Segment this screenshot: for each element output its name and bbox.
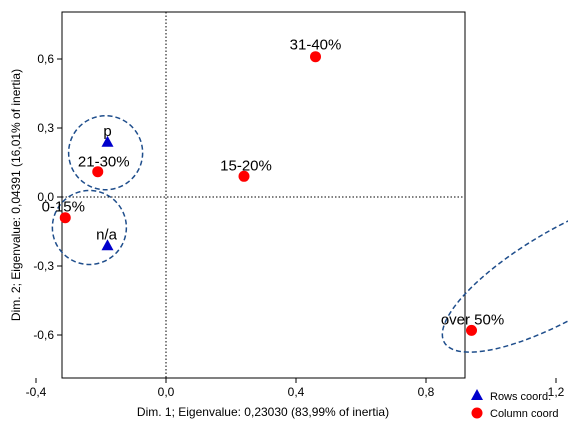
reference-lines [62, 12, 465, 378]
y-tick-label: -0,3 [33, 259, 54, 273]
column-point-0-15pct [59, 212, 71, 224]
y-axis-ticks: 0,6 0,3 0,0 -0,3 -0,6 [33, 52, 62, 342]
legend: Rows coord. Column coord [471, 389, 558, 420]
x-tick-label: 0,8 [418, 385, 435, 399]
grouping-ellipse-1 [67, 115, 144, 191]
point-label-21-30pct: 21-30% [78, 154, 130, 171]
y-tick-label: 0,3 [37, 121, 54, 135]
x-tick-label: 0,4 [288, 385, 305, 399]
grouping-ellipses [51, 115, 568, 353]
x-tick-label: 0,0 [158, 385, 175, 399]
column-point-21-30pct [92, 166, 104, 178]
y-tick-label: 0,6 [37, 52, 54, 66]
y-tick-label: -0,6 [33, 328, 54, 342]
point-label-31-40pct: 31-40% [290, 37, 342, 54]
point-labels: pp-un/a31-40%21-30%15-20%0-15%41-50%over… [42, 37, 505, 329]
legend-label-columns: Column coord [490, 408, 558, 420]
legend-label-rows: Rows coord. [490, 391, 551, 403]
x-axis-ticks: -0,40,00,40,81,21,6 [26, 378, 565, 399]
x-tick-label: 1,2 [548, 385, 565, 399]
plot-frame [61, 11, 466, 379]
row-point-n-a [101, 239, 114, 251]
column-point-15-20pct [238, 170, 250, 182]
point-label-15-20pct: 15-20% [220, 157, 272, 174]
point-label-over-50pct: over 50% [441, 311, 504, 328]
y-tick-label: 0,0 [37, 190, 54, 204]
column-point-over-50pct [466, 324, 477, 336]
y-axis-title: Dim. 2; Eigenvalue: 0,04391 (16,01% of i… [9, 69, 23, 321]
grouping-ellipse-2 [51, 189, 128, 266]
row-point-p [101, 135, 114, 147]
point-label-0-15pct: 0-15% [42, 199, 85, 216]
legend-triangle-marker [471, 389, 483, 400]
x-axis-title: Dim. 1; Eigenvalue: 0,23030 (83,99% of i… [137, 405, 389, 419]
grouping-ellipse-3 [441, 192, 568, 353]
point-label-p: p [103, 123, 111, 140]
point-label-n-a: n/a [96, 226, 118, 243]
data-points [59, 51, 477, 336]
x-tick-label: -0,4 [26, 385, 47, 399]
column-point-31-40pct [310, 51, 321, 63]
legend-circle-marker [471, 407, 483, 419]
